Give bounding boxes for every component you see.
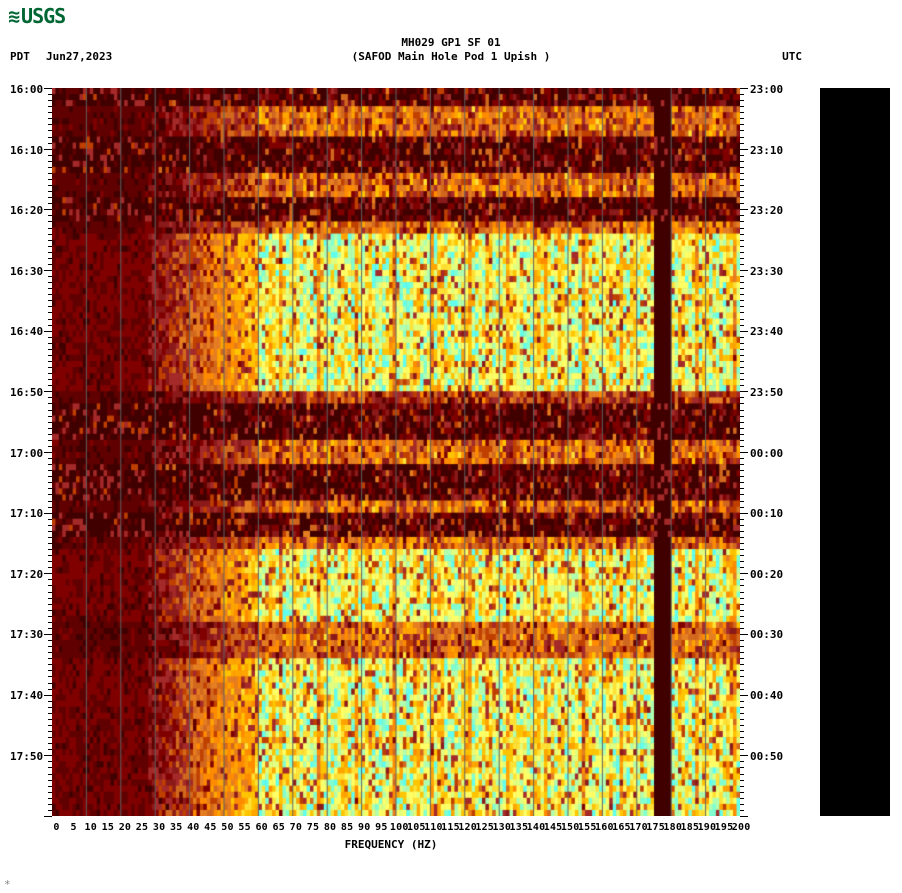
x-tick: 45 [202, 822, 219, 833]
x-tick: 35 [168, 822, 185, 833]
x-tick: 125 [475, 822, 492, 833]
colorbar [820, 88, 890, 816]
x-axis-label: FREQUENCY (HZ) [0, 838, 782, 851]
x-tick: 160 [595, 822, 612, 833]
y-tick-left: 16:50 [10, 387, 43, 448]
x-tick: 195 [715, 822, 732, 833]
x-tick: 185 [680, 822, 697, 833]
y-tick-right: 00:30 [750, 629, 783, 690]
y-tick-right: 23:40 [750, 326, 783, 387]
x-tick: 20 [116, 822, 133, 833]
x-tick: 120 [458, 822, 475, 833]
x-tick: 90 [356, 822, 373, 833]
x-tick: 190 [698, 822, 715, 833]
x-tick: 165 [612, 822, 629, 833]
y-tick-left: 16:00 [10, 84, 43, 145]
x-tick: 70 [287, 822, 304, 833]
x-tick: 95 [373, 822, 390, 833]
y-tick-left: 16:40 [10, 326, 43, 387]
y-tick-left: 17:10 [10, 508, 43, 569]
x-tick: 170 [629, 822, 646, 833]
x-tick: 80 [322, 822, 339, 833]
y-tick-right: 00:40 [750, 690, 783, 751]
x-tick: 50 [219, 822, 236, 833]
x-tick: 100 [390, 822, 407, 833]
x-tick: 85 [339, 822, 356, 833]
usgs-logo: USGS [8, 4, 65, 28]
y-tick-right: 00:00 [750, 448, 783, 509]
chart-title-line2: (SAFOD Main Hole Pod 1 Upish ) [0, 50, 902, 63]
y-tick-left: 16:20 [10, 205, 43, 266]
chart-title-line1: MH029 GP1 SF 01 [0, 36, 902, 49]
x-tick: 65 [270, 822, 287, 833]
left-timezone-label: PDT [10, 50, 30, 63]
y-tick-right: 23:50 [750, 387, 783, 448]
x-tick: 55 [236, 822, 253, 833]
y-tick-left: 17:20 [10, 569, 43, 630]
x-tick: 0 [48, 822, 65, 833]
x-tick: 140 [527, 822, 544, 833]
x-tick: 180 [663, 822, 680, 833]
x-tick: 15 [99, 822, 116, 833]
spectrogram-canvas [52, 88, 740, 816]
y-tick-right: 23:10 [750, 145, 783, 206]
y-tick-right: 00:20 [750, 569, 783, 630]
x-axis-ticks: 0510152025303540455055606570758085909510… [48, 820, 749, 833]
date-label: Jun27,2023 [46, 50, 112, 63]
x-tick: 10 [82, 822, 99, 833]
y-tick-right: 00:10 [750, 508, 783, 569]
y-tick-right: 23:30 [750, 266, 783, 327]
x-tick: 135 [510, 822, 527, 833]
y-tick-left: 17:30 [10, 629, 43, 690]
y-axis-left-ticks: 16:0016:1016:2016:3016:4016:5017:0017:10… [10, 84, 43, 811]
y-tick-left: 16:10 [10, 145, 43, 206]
y-tick-left: 17:00 [10, 448, 43, 509]
x-tick: 60 [253, 822, 270, 833]
x-tick: 155 [578, 822, 595, 833]
x-tick: 130 [492, 822, 509, 833]
x-tick: 110 [424, 822, 441, 833]
y-tick-right: 00:50 [750, 751, 783, 812]
spectrogram-plot [52, 88, 740, 816]
x-tick: 175 [646, 822, 663, 833]
y-tick-right: 23:20 [750, 205, 783, 266]
y-tick-right: 23:00 [750, 84, 783, 145]
x-tick: 25 [133, 822, 150, 833]
x-tick: 30 [151, 822, 168, 833]
x-tick: 150 [561, 822, 578, 833]
footnote-asterisk: * [4, 878, 11, 891]
x-tick: 40 [185, 822, 202, 833]
x-tick: 115 [441, 822, 458, 833]
y-axis-right-ticks: 23:0023:1023:2023:3023:4023:5000:0000:10… [750, 84, 783, 811]
y-tick-left: 17:50 [10, 751, 43, 812]
y-tick-left: 16:30 [10, 266, 43, 327]
x-tick: 75 [304, 822, 321, 833]
y-tick-left: 17:40 [10, 690, 43, 751]
x-tick: 5 [65, 822, 82, 833]
x-tick: 105 [407, 822, 424, 833]
x-tick: 200 [732, 822, 749, 833]
x-tick: 145 [544, 822, 561, 833]
right-timezone-label: UTC [782, 50, 802, 63]
